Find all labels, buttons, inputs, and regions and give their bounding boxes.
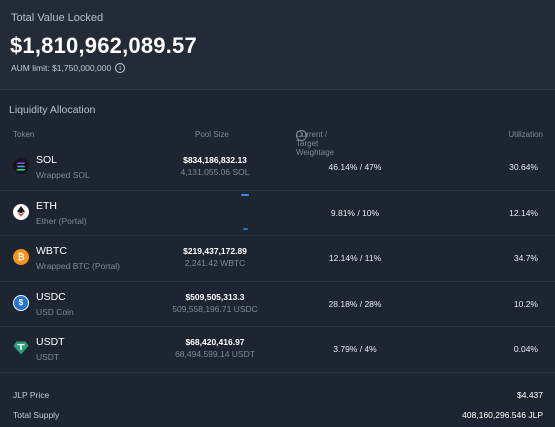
utilization-value: 12.14% bbox=[509, 207, 538, 218]
jlp-price-value: $4.437 bbox=[517, 390, 543, 400]
aum-limit-row: AUM limit: $1,750,000,000 i bbox=[11, 63, 126, 73]
token-name: USDT bbox=[36, 352, 60, 362]
info-icon[interactable]: i bbox=[115, 63, 126, 73]
header-weightage-label: Current / Target Weightage bbox=[296, 130, 335, 157]
tvl-value: $1,810,962,089.57 bbox=[10, 33, 197, 58]
token-symbol: USDT bbox=[36, 336, 65, 348]
token-name: Wrapped SOL bbox=[36, 170, 90, 180]
table-row[interactable]: ₿ WBTC Wrapped BTC (Portal) $219,437,172… bbox=[0, 236, 555, 282]
weightage-info-icon[interactable]: i bbox=[296, 130, 307, 141]
header-pool-size: Pool Size bbox=[195, 130, 229, 139]
table-row[interactable]: ETH Ether (Portal) 9.81% / 10% 12.14% bbox=[0, 191, 555, 236]
allocation-table: SOL Wrapped SOL $834,186,832.13 4,131,05… bbox=[0, 145, 555, 373]
jlp-price-label: JLP Price bbox=[13, 390, 50, 400]
loading-indicator bbox=[241, 193, 249, 196]
pool-size-usd: $509,505,313.3 bbox=[185, 291, 245, 302]
pool-size-amount: 509,558,196.71 USDC bbox=[172, 303, 258, 314]
weightage-value: 46.14% / 47% bbox=[328, 162, 382, 172]
btc-icon: ₿ bbox=[13, 249, 29, 265]
usdc-icon: $ bbox=[13, 294, 29, 311]
weightage-value: 28.18% / 28% bbox=[328, 298, 382, 309]
pool-size-usd: $219,437,172.89 bbox=[183, 246, 247, 256]
summary-footer: JLP Price $4.437 Total Supply 408,160,29… bbox=[0, 372, 555, 427]
weightage-value: 12.14% / 11% bbox=[328, 253, 382, 263]
header-utilization: Utilization bbox=[508, 130, 543, 139]
utilization-value: 0.04% bbox=[513, 344, 538, 354]
pool-size-usd: $68,420,416.97 bbox=[185, 337, 245, 347]
utilization-value: 34.7% bbox=[513, 253, 538, 263]
token-symbol: SOL bbox=[36, 154, 58, 166]
token-symbol: ETH bbox=[36, 199, 57, 212]
pool-size-usd: $834,186,832.13 bbox=[183, 155, 247, 165]
token-name: Ether (Portal) bbox=[36, 215, 87, 226]
tvl-card: Total Value Locked $1,810,962,089.57 AUM… bbox=[0, 0, 555, 90]
token-name: USD Coin bbox=[36, 306, 74, 317]
pool-size-amount: 4,131,055.06 SOL bbox=[180, 167, 250, 177]
aum-limit-text: AUM limit: $1,750,000,000 bbox=[11, 63, 112, 73]
section-title: Liquidity Allocation bbox=[9, 104, 96, 116]
utilization-value: 10.2% bbox=[513, 298, 538, 309]
table-row[interactable]: $ USDC USD Coin $509,505,313.3 509,558,1… bbox=[0, 282, 555, 327]
token-name: Wrapped BTC (Portal) bbox=[36, 261, 120, 271]
table-header: Token Pool Size Current / Target Weighta… bbox=[0, 130, 555, 157]
loading-indicator bbox=[243, 227, 248, 230]
eth-icon bbox=[13, 203, 29, 220]
token-symbol: WBTC bbox=[36, 245, 67, 257]
pool-size-amount: 68,494,599.14 USDT bbox=[175, 349, 255, 359]
tvl-label: Total Value Locked bbox=[11, 12, 104, 24]
total-supply-label: Total Supply bbox=[13, 410, 60, 420]
weightage-value: 3.79% / 4% bbox=[333, 344, 377, 354]
usdt-icon bbox=[13, 340, 29, 356]
table-row[interactable]: USDT USDT $68,420,416.97 68,494,599.14 U… bbox=[0, 327, 555, 373]
utilization-value: 30.64% bbox=[509, 162, 538, 172]
token-symbol: USDC bbox=[36, 290, 66, 303]
weightage-value: 9.81% / 10% bbox=[330, 207, 380, 218]
table-row[interactable]: SOL Wrapped SOL $834,186,832.13 4,131,05… bbox=[0, 145, 555, 191]
sol-icon bbox=[13, 158, 29, 174]
header-token: Token bbox=[13, 130, 35, 139]
total-supply-value: 408,160,296.546 JLP bbox=[462, 410, 543, 420]
pool-size-amount: 2,241.42 WBTC bbox=[184, 258, 246, 268]
